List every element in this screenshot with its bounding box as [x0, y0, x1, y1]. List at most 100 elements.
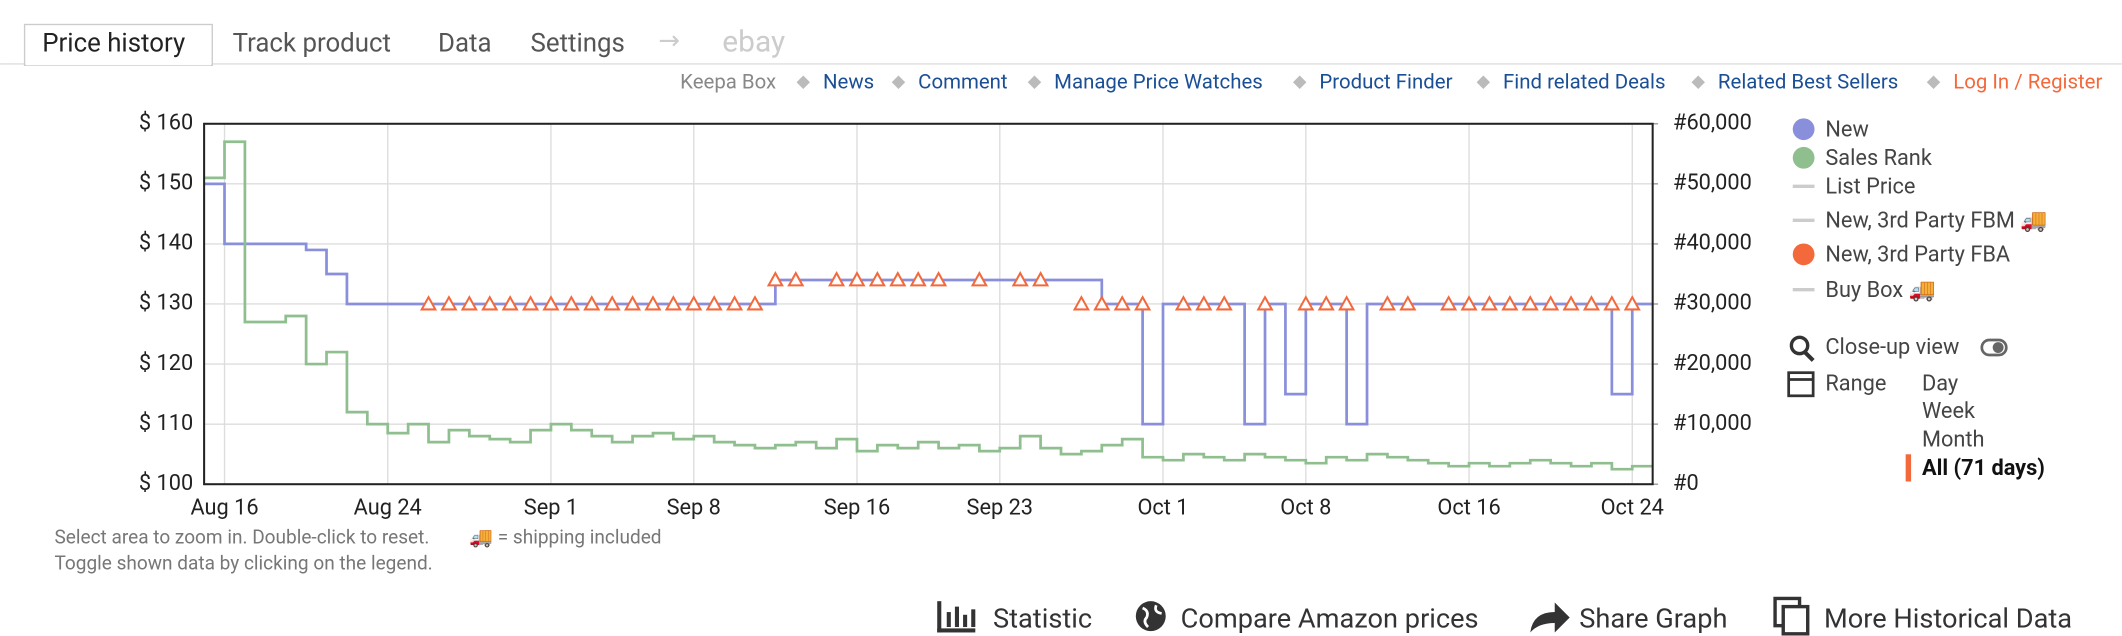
fba-marker — [1195, 295, 1213, 311]
range-option[interactable]: Week — [1922, 399, 1976, 424]
fba-marker — [501, 295, 519, 311]
link[interactable]: Keepa Box — [680, 69, 776, 93]
fba-marker — [1113, 295, 1131, 311]
link[interactable]: Log In / Register — [1953, 69, 2102, 93]
link[interactable]: Manage Price Watches — [1054, 69, 1263, 93]
fba-marker — [522, 295, 540, 311]
link[interactable]: Find related Deals — [1503, 69, 1665, 93]
statistic-icon — [937, 601, 976, 633]
fba-marker — [766, 271, 784, 287]
fba-marker — [1399, 295, 1417, 311]
fba-marker — [1338, 295, 1356, 311]
x-tick-label: Aug 24 — [354, 495, 422, 520]
fba-marker — [420, 295, 438, 311]
fba-marker — [1011, 271, 1029, 287]
plot-frame — [203, 122, 1654, 486]
legend-dot — [1792, 118, 1815, 141]
y-tick-label: $ 160 — [139, 111, 193, 136]
link[interactable]: Product Finder — [1319, 69, 1452, 93]
fba-marker — [460, 295, 478, 311]
button[interactable]: Compare Amazon prices — [1181, 602, 1479, 634]
fba-marker — [644, 295, 662, 311]
globe-icon — [1135, 601, 1166, 632]
x-tick-label: Sep 8 — [667, 495, 721, 520]
fba-marker — [1460, 295, 1478, 311]
fba-marker — [1174, 295, 1192, 311]
link[interactable]: Comment — [918, 69, 1007, 93]
y2-tick-label: #10,000 — [1673, 411, 1752, 436]
series-line — [204, 140, 1653, 471]
fba-marker — [1501, 295, 1519, 311]
calendar-icon — [1787, 371, 1815, 398]
legend-label[interactable]: Sales Rank — [1825, 146, 1932, 171]
fba-marker — [1542, 295, 1560, 311]
fba-marker — [930, 271, 948, 287]
range-option[interactable]: All (71 days) — [1922, 456, 2045, 481]
note: Toggle shown data by clicking on the leg… — [54, 551, 432, 574]
fba-marker — [1378, 295, 1396, 311]
fba-marker — [1215, 295, 1233, 311]
x-tick-label: Oct 24 — [1601, 495, 1664, 520]
y2-tick-label: #50,000 — [1673, 171, 1752, 196]
fba-marker — [481, 295, 499, 311]
x-tick-label: Aug 16 — [190, 495, 258, 520]
fba-marker — [1603, 295, 1621, 311]
fba-marker — [562, 295, 580, 311]
toggle-knob — [1992, 342, 2004, 353]
y-tick-label: $ 130 — [139, 291, 193, 316]
fba-marker — [787, 271, 805, 287]
y2-tick-label: #0 — [1673, 471, 1699, 496]
zoom-icon — [1803, 350, 1815, 362]
tab[interactable]: ebay — [722, 24, 785, 59]
fba-marker — [583, 295, 601, 311]
legend-label[interactable]: New, 3rd Party FBA — [1825, 242, 2010, 267]
fba-marker — [1623, 295, 1641, 311]
fba-marker — [440, 295, 458, 311]
y-tick-label: $ 100 — [139, 471, 193, 496]
tab[interactable]: Settings — [531, 29, 625, 59]
range-option[interactable]: Month — [1922, 427, 1985, 452]
fba-marker — [1093, 295, 1111, 311]
button[interactable]: Statistic — [993, 602, 1092, 634]
tab[interactable]: Price history — [42, 29, 185, 59]
legend-label[interactable]: List Price — [1825, 174, 1915, 199]
x-tick-label: Sep 16 — [824, 495, 891, 520]
fba-marker — [1032, 271, 1050, 287]
link[interactable]: Related Best Sellers — [1718, 69, 1898, 93]
fba-marker — [889, 271, 907, 287]
fba-marker — [1521, 295, 1539, 311]
fba-marker — [970, 271, 988, 287]
x-tick-label: Sep 1 — [524, 495, 578, 520]
fba-marker — [848, 271, 866, 287]
link[interactable]: News — [823, 69, 874, 93]
chart: $ 100 $ 110 $ 120 $ 130 $ 140 $ 150 $ 160 #0 #10… — [139, 111, 1752, 521]
y2-tick-label: #40,000 — [1673, 231, 1752, 256]
closeup-label: Close-up view — [1825, 335, 1959, 360]
tab[interactable]: Track product — [233, 29, 391, 59]
legend-dot — [1792, 146, 1815, 169]
legend-label[interactable]: Buy Box 🚚 — [1825, 278, 1935, 303]
fba-marker — [909, 271, 927, 287]
tab[interactable]: Data — [438, 29, 492, 59]
legend-label[interactable]: New, 3rd Party FBM 🚚 — [1825, 208, 2047, 233]
fba-marker — [1072, 295, 1090, 311]
x-tick-label: Oct 1 — [1137, 495, 1188, 520]
y-tick-label: $ 110 — [139, 411, 193, 436]
button[interactable]: Share Graph — [1579, 602, 1727, 634]
fba-marker — [1562, 295, 1580, 311]
fba-marker — [1134, 295, 1152, 311]
y-tick-label: $ 150 — [139, 171, 193, 196]
fba-marker — [624, 295, 642, 311]
share-icon — [1530, 602, 1570, 633]
range-option[interactable]: Day — [1922, 372, 1959, 397]
range-label: Range — [1825, 372, 1886, 397]
fba-marker — [705, 295, 723, 311]
tab-arrow: → — [658, 26, 680, 56]
fba-marker — [1297, 295, 1315, 311]
button[interactable]: More Historical Data — [1824, 602, 2072, 634]
y2-tick-label: #20,000 — [1673, 351, 1752, 376]
copy-icon — [1781, 604, 1810, 636]
y2-tick-label: #30,000 — [1673, 291, 1752, 316]
legend-label[interactable]: New — [1825, 117, 1868, 142]
y-tick-label: $ 120 — [139, 351, 193, 376]
